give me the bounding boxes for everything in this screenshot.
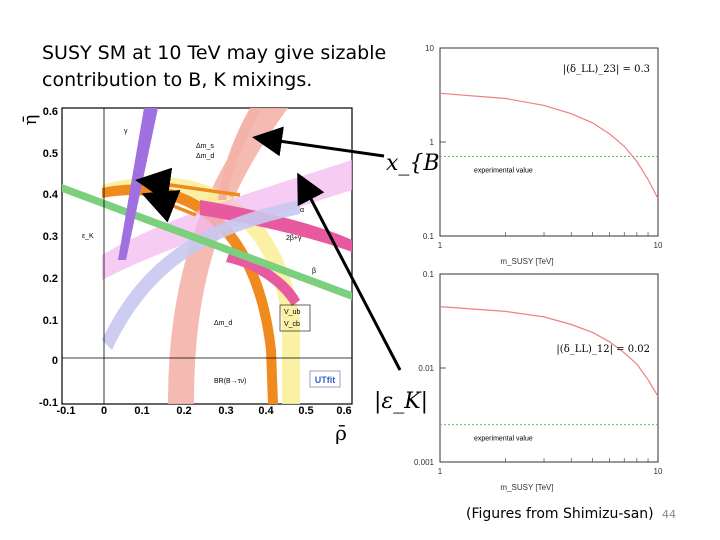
ut-ytick: 0.1 [43,315,58,327]
y-tick-label: 10 [425,44,434,53]
y-tick-label: 1 [430,138,435,147]
experimental-value-label: experimental value [474,436,533,443]
ut-ytick: 0.5 [43,148,58,160]
twobg-band-2 [226,250,300,306]
ut-ytick: 0 [52,355,58,367]
coupling-annotation: |(δ_LL)_12| = 0.02 [556,344,650,355]
ut-y-axis-label: η̄ [20,115,41,126]
vub-band [102,176,300,404]
arrow-xbd-to-dms [252,126,385,158]
ut-ytick: 0.2 [43,273,58,285]
twobg-band [200,200,352,252]
label-twobg: 2β+γ [286,235,302,242]
coupling-annotation: |(δ_LL)_23| = 0.3 [563,64,650,75]
vub-box [279,304,311,332]
experimental-value-label: experimental value [474,168,533,175]
label-br: BR(B→τν) [214,378,246,385]
label-gamma: γ [124,128,128,135]
ut-xtick: 0.1 [134,405,149,417]
label-alpha: α [300,207,304,214]
label-dms: Δm_s [196,143,214,150]
x-tick-label: 10 [654,467,663,476]
dms-band-2 [218,108,262,200]
figure-caption: (Figures from Shimizu-san) [466,506,654,522]
arrow-epsk-to-eps [297,172,402,371]
orange-arrows [135,167,241,223]
epsk-label: |ε_K| [374,389,428,414]
arrow-orange-2 [141,190,197,223]
x-tick-label: 1 [438,467,443,476]
chart-frame [439,273,659,463]
title-line-2: contribution to B, K mixings. [42,69,313,91]
ut-fit-plot: 0.6 0.5 0.4 0.3 0.2 0.1 0 -0.1 -0.1 0 0.… [20,106,353,445]
ut-ytick: 0.6 [43,106,58,118]
ut-ytick: -0.1 [39,397,58,409]
ut-x-axis-label: ρ̄ [335,421,347,445]
susy-curve [439,306,659,397]
susy-curve [439,92,659,199]
label-beta: β [312,268,316,275]
y-tick-label: 0.001 [414,458,435,467]
slide-title: SUSY SM at 10 TeV may give sizable contr… [42,40,402,94]
page-number: 44 [662,508,676,521]
x-axis-label: m_SUSY [TeV] [500,483,553,492]
y-tick-label: 0.1 [423,232,435,241]
label-dms-den: Δm_d [196,153,214,160]
arrows [252,126,402,371]
utfit-logo [309,370,341,388]
title-line-1: SUSY SM at 10 TeV may give sizable [42,42,387,64]
label-vub: V_ub [284,309,300,316]
ut-xtick: 0.2 [176,405,191,417]
ut-xtick: -0.1 [57,405,76,417]
ut-xtick: 0.3 [218,405,233,417]
chart-frame [439,47,659,237]
ut-xtick: 0.5 [298,405,313,417]
y-tick-label: 0.1 [423,270,435,279]
utfit-logo-text: UTfit [315,375,336,385]
label-dmd: Δm_d [214,320,232,327]
ut-xtick: 0.4 [258,405,274,417]
y-tick-label: 0.01 [418,364,434,373]
ut-xtick: 0.6 [336,405,351,417]
alpha-band [102,160,352,280]
x-tick-label: 1 [438,241,443,250]
epsk-band [102,200,300,350]
x-tick-label: 10 [654,241,663,250]
x-axis-label: m_SUSY [TeV] [500,257,553,266]
ut-ytick: 0.3 [43,231,58,243]
ut-xtick: 0 [101,405,107,417]
dmd-band [102,184,278,404]
arrow-orange-1 [135,167,241,203]
ut-ytick: 0.4 [43,189,59,201]
label-eps: ε_K [82,233,94,240]
label-vcb: V_cb [284,321,300,328]
